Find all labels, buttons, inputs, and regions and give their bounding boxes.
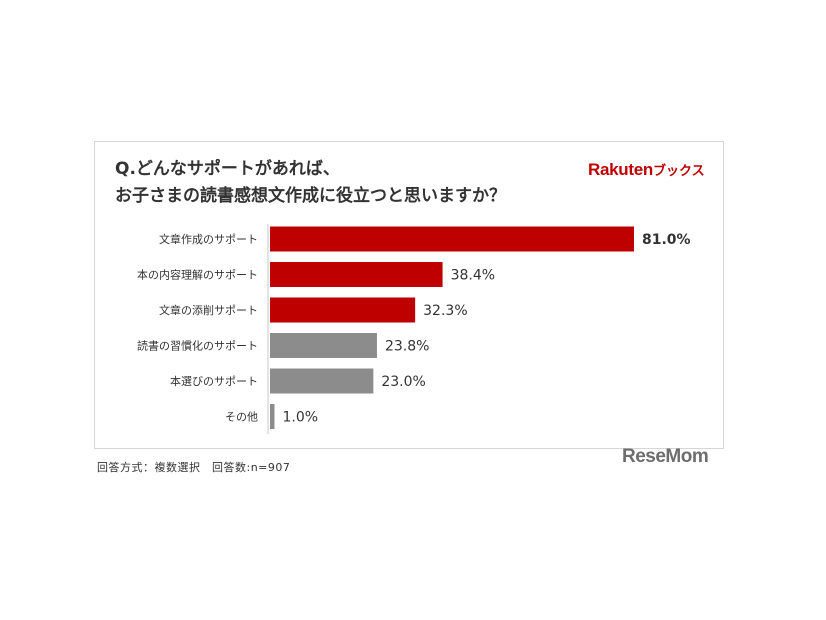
chart-title: Q.どんなサポートがあれば、 お子さまの読書感想文作成に役立つと思いますか？ xyxy=(115,156,506,210)
bar xyxy=(270,297,416,323)
bar xyxy=(270,333,377,358)
rakuten-books-logo: Rakutenブックス xyxy=(588,160,705,180)
category-label: 本の内容理解のサポート xyxy=(137,268,258,282)
bar xyxy=(270,262,443,287)
category-label: 文章の添削サポート xyxy=(159,303,258,317)
bar xyxy=(270,368,374,394)
category-label: 本選びのサポート xyxy=(170,374,258,388)
value-label: 81.0% xyxy=(642,232,691,248)
value-label: 1.0% xyxy=(282,410,318,426)
resemom-watermark-logo: ReseMom xyxy=(622,446,709,467)
category-label: 読書の習慣化のサポート xyxy=(137,339,258,353)
chart-title-line-2: お子さまの読書感想文作成に役立つと思いますか？ xyxy=(115,186,506,206)
value-label: 23.8% xyxy=(385,339,429,355)
chart-card xyxy=(94,141,724,449)
bar xyxy=(270,226,634,252)
bar xyxy=(270,404,275,429)
survey-footnote: 回答方式：複数選択 回答数:n=907 xyxy=(97,461,291,474)
category-label: その他 xyxy=(225,411,258,424)
brand-name: Rakuten xyxy=(588,160,653,179)
category-label: 文章作成のサポート xyxy=(159,232,258,246)
value-label: 32.3% xyxy=(423,303,467,319)
value-label: 38.4% xyxy=(451,268,495,284)
chart-title-line-1: Q.どんなサポートがあれば、 xyxy=(115,159,340,179)
value-label: 23.0% xyxy=(381,374,425,390)
brand-sub: ブックス xyxy=(652,164,705,179)
